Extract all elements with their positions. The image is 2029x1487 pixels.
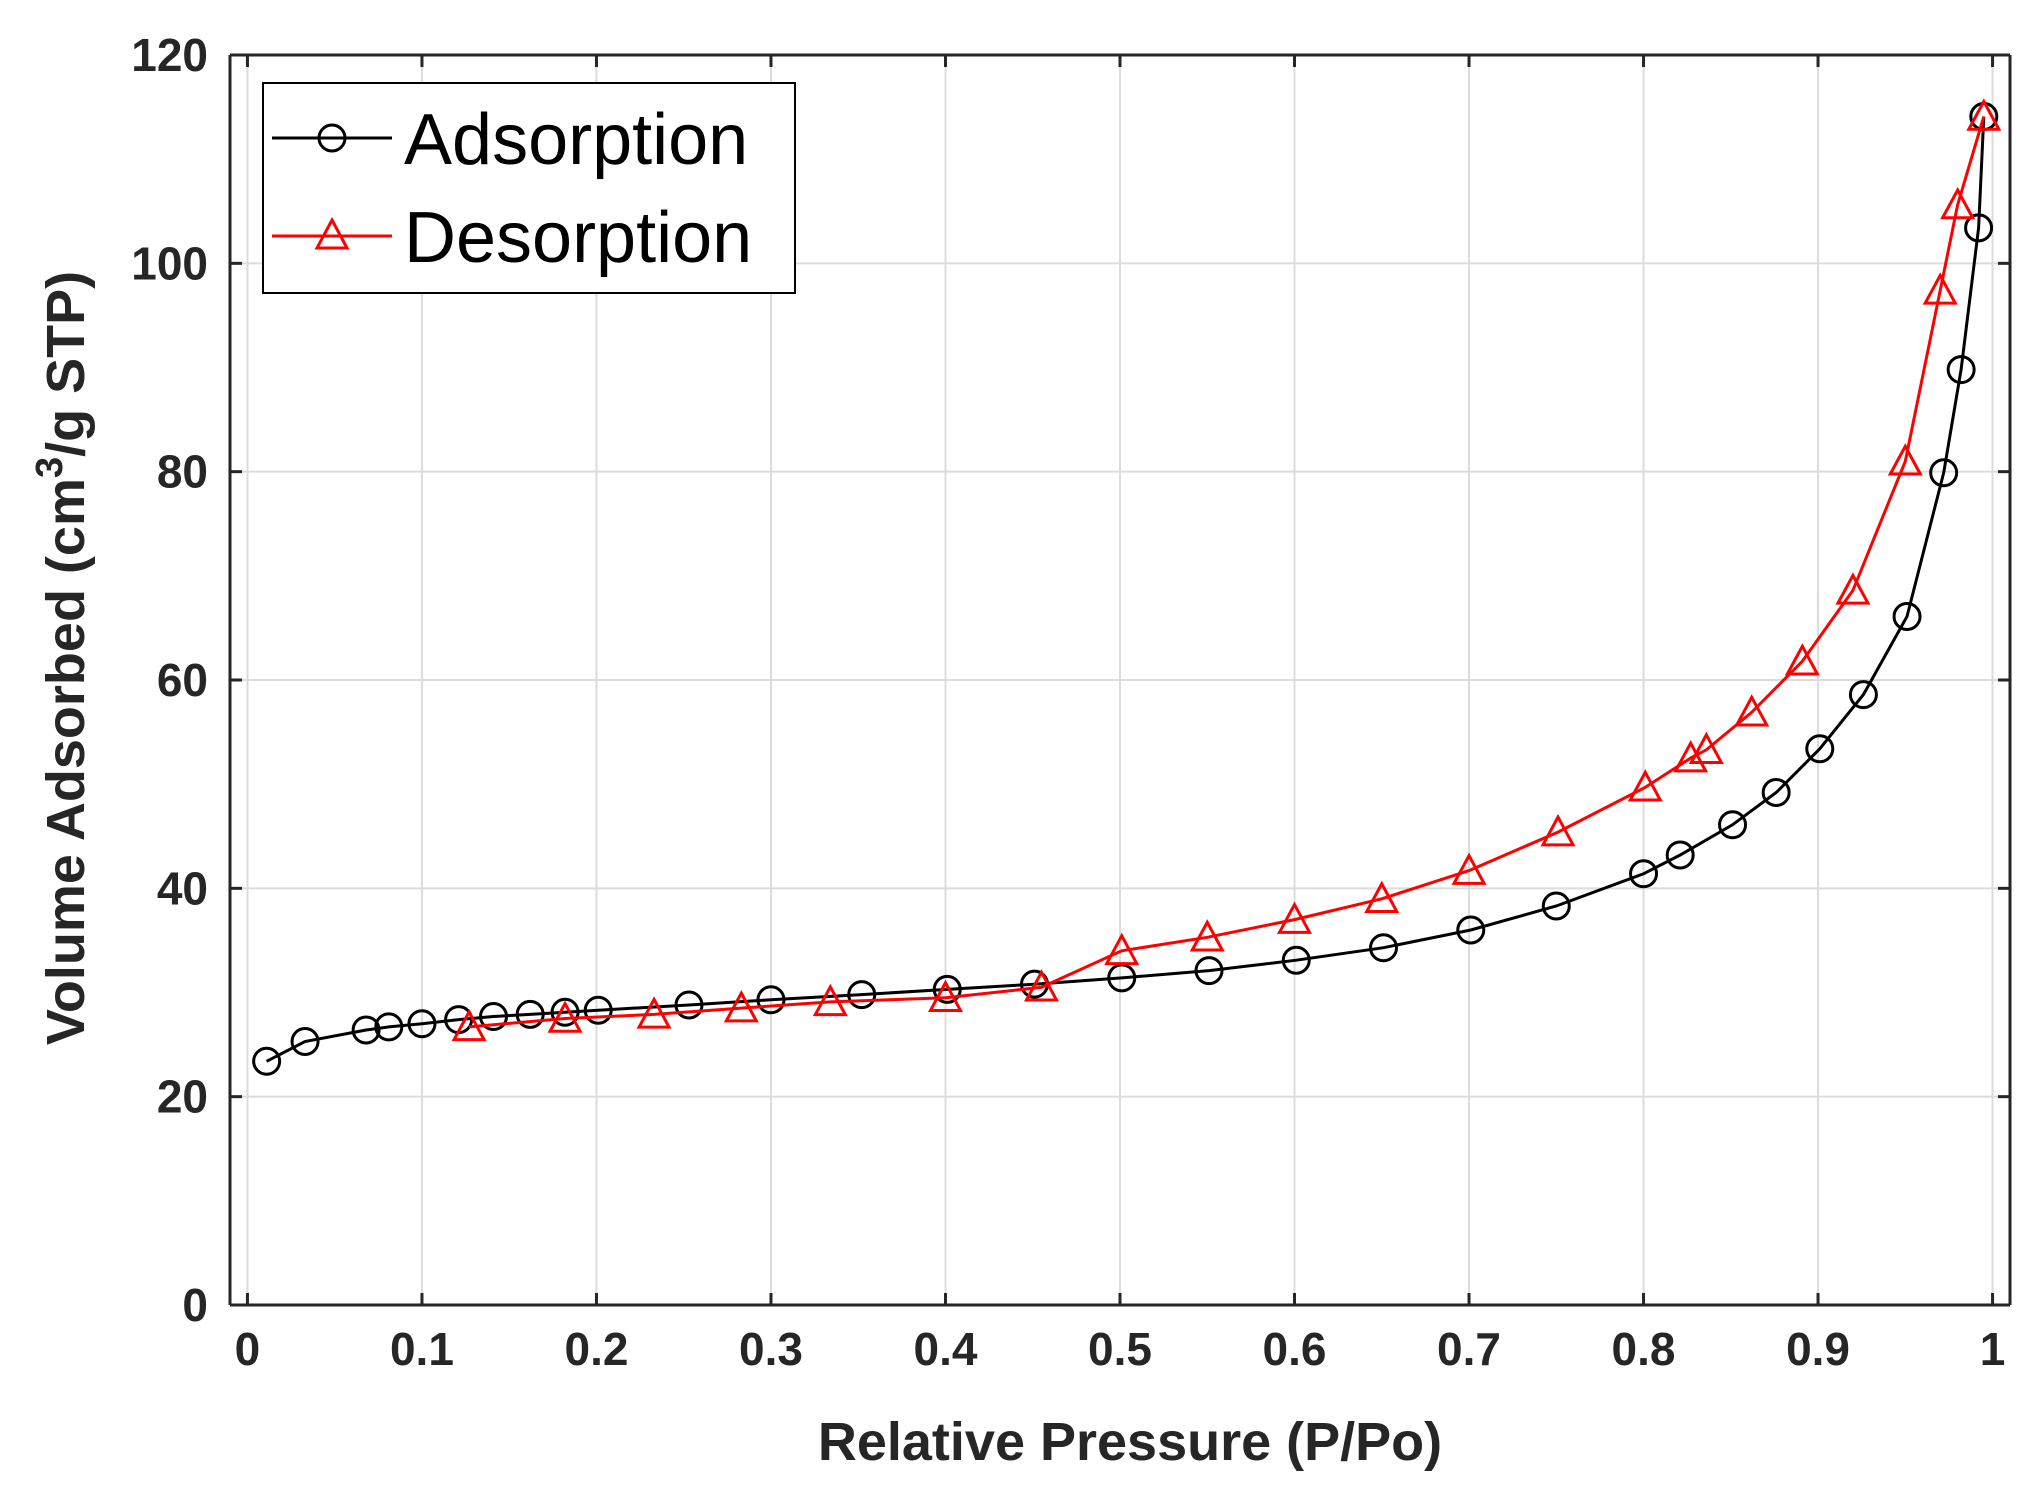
data-point-triangle [1887, 443, 1923, 476]
y-tick-label: 80 [157, 446, 208, 498]
data-point-triangle [1784, 643, 1820, 676]
data-point-circle [1194, 956, 1224, 986]
data-point-triangle [1364, 880, 1400, 913]
data-point-triangle [1627, 769, 1663, 802]
x-tick-label: 0.1 [390, 1323, 454, 1375]
axes [228, 53, 2012, 1307]
data-point-circle [1629, 859, 1659, 889]
legend-marker-circle-icon [317, 123, 347, 153]
x-tick-label: 0.2 [564, 1323, 628, 1375]
x-tick-label: 0.4 [914, 1323, 978, 1375]
x-tick-label: 0 [235, 1323, 261, 1375]
data-point-circle [1892, 601, 1922, 631]
data-point-circle [932, 974, 962, 1004]
data-point-triangle [1734, 694, 1770, 727]
data-point-triangle [1940, 186, 1976, 220]
data-point-triangle [1104, 932, 1140, 966]
x-tick-label: 0.8 [1612, 1323, 1676, 1375]
data-point-triangle [1451, 852, 1487, 885]
data-point-circle [1369, 933, 1399, 963]
data-point-circle [515, 999, 545, 1029]
y-tick-labels: 0 20 40 60 80 100 120 [131, 29, 208, 1331]
data-point-triangle [451, 1008, 487, 1042]
y-tick-label: 0 [182, 1279, 208, 1331]
data-point-circle [252, 1046, 282, 1076]
data-point-triangle [812, 983, 848, 1017]
legend-marker-triangle-icon [314, 216, 350, 250]
data-point-triangle [547, 1000, 583, 1033]
x-tick-label: 0.9 [1786, 1323, 1850, 1375]
y-axis-title-prefix: Volume Adsorbed (cm [36, 478, 96, 1045]
x-axis-title: Relative Pressure (P/Po) [818, 1412, 1442, 1472]
data-point-triangle [1023, 969, 1059, 1002]
data-point-circle [1718, 810, 1748, 840]
data-point-triangle [636, 996, 672, 1029]
x-tick-label: 0.7 [1437, 1323, 1501, 1375]
data-point-triangle [1922, 272, 1958, 305]
x-tick-labels: 0 0.1 0.2 0.3 0.4 0.5 0.6 0.7 0.8 0.9 1 [235, 1323, 2006, 1375]
data-point-triangle [1540, 813, 1576, 847]
data-point-circle [583, 995, 613, 1025]
series-line-desorption [468, 116, 1986, 1029]
data-point-circle [479, 1001, 509, 1031]
data-point-triangle [1688, 731, 1724, 765]
data-point-triangle [1966, 98, 2002, 131]
data-point-triangle [1673, 739, 1709, 773]
legend-entry-adsorption: Adsorption [272, 100, 748, 180]
data-point-circle [1281, 945, 1311, 975]
y-axis-title-suffix: /g STP) [36, 271, 96, 457]
data-point-circle [1848, 680, 1878, 710]
x-tick-label: 0.6 [1263, 1323, 1327, 1375]
data-point-circle [1946, 355, 1976, 385]
data-point-triangle [1276, 901, 1313, 934]
legend-label-desorption: Desorption [404, 198, 752, 278]
data-point-circle [1665, 840, 1695, 870]
y-tick-label: 20 [157, 1071, 208, 1123]
legend: Adsorption Desorption [262, 82, 796, 294]
data-point-circle [1761, 778, 1791, 807]
data-point-circle [1541, 891, 1571, 921]
data-point-circle [847, 980, 877, 1010]
data-point-triangle [1835, 572, 1871, 605]
legend-entry-desorption: Desorption [272, 198, 752, 278]
x-tick-label: 0.5 [1088, 1323, 1152, 1375]
data-point-circle [407, 1009, 437, 1039]
legend-box [262, 82, 796, 294]
y-tick-label: 40 [157, 862, 208, 914]
data-point-circle [674, 990, 704, 1020]
data-point-circle [374, 1012, 404, 1042]
x-tick-label: 0.3 [739, 1323, 803, 1375]
y-axis-title: Volume Adsorbed (cm3/g STP) [29, 271, 96, 1045]
y-axis-title-superscript: 3 [29, 457, 71, 478]
data-point-triangle [1189, 919, 1225, 952]
legend-label-adsorption: Adsorption [404, 100, 748, 180]
data-point-triangle [723, 989, 759, 1023]
data-point-triangle [927, 979, 964, 1012]
data-point-circle [1805, 734, 1835, 764]
data-point-circle [290, 1026, 320, 1056]
data-point-circle [1964, 213, 1994, 243]
y-tick-label: 60 [157, 654, 208, 706]
data-point-circle [756, 985, 786, 1015]
x-tick-label: 1 [1980, 1323, 2006, 1375]
data-point-circle [1456, 915, 1486, 945]
y-tick-label: 100 [131, 237, 208, 289]
series-desorption [451, 98, 2002, 1042]
y-tick-label: 120 [131, 29, 208, 81]
data-point-circle [1929, 458, 1959, 488]
data-point-circle [351, 1015, 381, 1045]
series-layer [252, 98, 2002, 1076]
data-point-circle [550, 997, 580, 1027]
